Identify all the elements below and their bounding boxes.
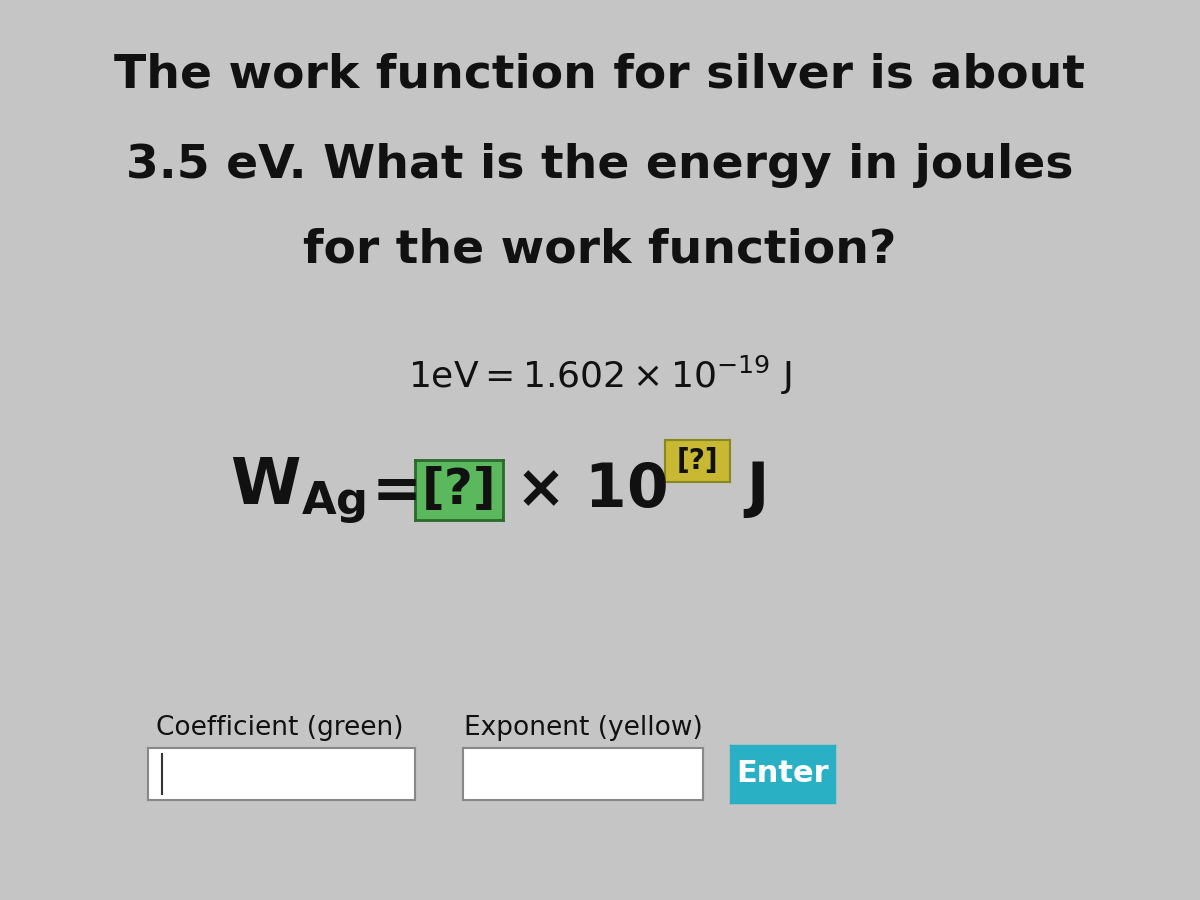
Text: Enter: Enter xyxy=(736,760,829,788)
Text: Coefficient (green): Coefficient (green) xyxy=(156,715,403,741)
Text: $\mathbf{\times\ 10}$: $\mathbf{\times\ 10}$ xyxy=(515,461,667,519)
Text: [?]: [?] xyxy=(421,466,497,514)
Text: for the work function?: for the work function? xyxy=(304,228,896,273)
Text: $\mathbf{W_{Ag}}$: $\mathbf{W_{Ag}}$ xyxy=(230,455,366,525)
Text: The work function for silver is about: The work function for silver is about xyxy=(114,52,1086,97)
Text: 3.5 eV. What is the energy in joules: 3.5 eV. What is the energy in joules xyxy=(126,142,1074,187)
Text: [?]: [?] xyxy=(677,447,719,475)
Text: $\mathbf{J}$: $\mathbf{J}$ xyxy=(743,460,766,520)
Text: $\mathbf{=}$: $\mathbf{=}$ xyxy=(360,461,418,519)
Text: $\mathrm{1eV = 1.602 \times 10^{-19}\ J}$: $\mathrm{1eV = 1.602 \times 10^{-19}\ J}… xyxy=(408,354,792,397)
Text: Exponent (yellow): Exponent (yellow) xyxy=(463,715,702,741)
